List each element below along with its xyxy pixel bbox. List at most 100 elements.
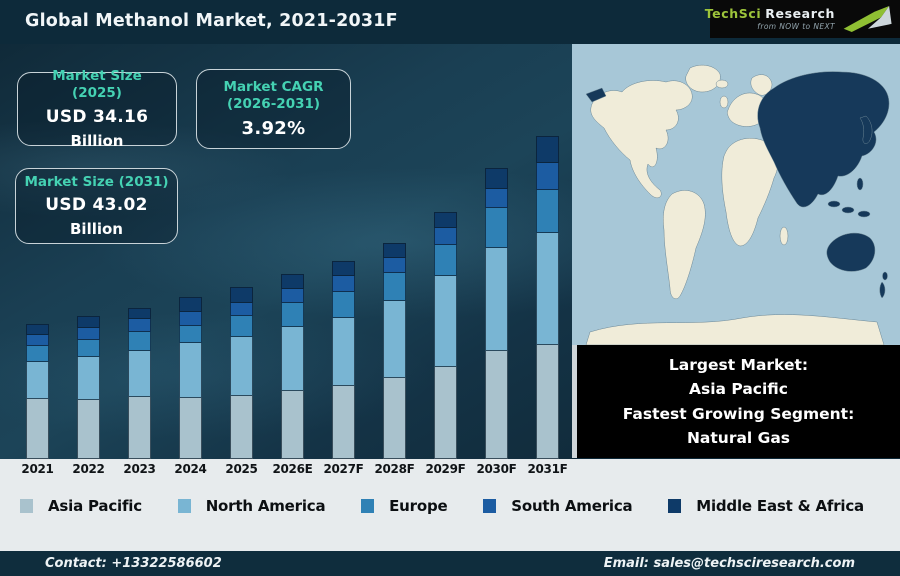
bar-segment-europe [128,332,151,351]
bar-segment-europe [179,326,202,343]
bar-segment-asia-pacific [26,399,49,459]
bar-segment-south-america [26,335,49,346]
logo-tagline: from NOW to NEXT [757,22,835,31]
bar-segment-north-america [26,362,49,399]
map-asia-highlighted [757,71,890,208]
bar-segment-europe [281,303,304,327]
bar-segment-south-america [332,276,355,292]
legend-item-europe: Europe [361,497,448,515]
bar-segment-south-america [536,163,559,190]
stat-card-market-cagr: Market CAGR (2026-2031) 3.92% [196,69,351,149]
legend-swatch-middle-east-africa [668,499,682,513]
axis-label-2027f: 2027F [323,462,364,476]
bar-segment-asia-pacific [332,386,355,459]
stat-label: Market CAGR (2026-2031) [223,79,324,112]
bar-segment-asia-pacific [485,351,508,459]
bar-segment-middle-east-africa [77,316,100,328]
map-new-guinea-highlighted [857,210,871,218]
bar-segment-north-america [179,343,202,398]
logo-brand-primary: TechSci [704,5,762,21]
bar-segment-europe [485,208,508,248]
bar-segment-south-america [230,303,253,316]
stat-unit: Billion [70,131,124,150]
map-indonesia-highlighted [841,206,855,214]
bar-segment-europe [26,346,49,362]
bar-column-2029f [420,212,471,459]
bar-segment-north-america [77,357,100,400]
bar-segment-europe [332,292,355,318]
axis-label-2029f: 2029F [425,462,466,476]
axis-label-2021: 2021 [21,462,54,476]
bar-segment-asia-pacific [128,397,151,459]
bar-segment-asia-pacific [281,391,304,459]
stacked-bar-2028f [383,243,406,459]
legend-item-middle-east-africa: Middle East & Africa [668,497,864,515]
bar-segment-middle-east-africa [434,212,457,228]
map-new-zealand-highlighted [879,281,886,299]
bar-segment-south-america [128,319,151,332]
bar-segment-middle-east-africa [230,287,253,303]
bar-segment-europe [536,190,559,233]
bar-segment-middle-east-africa [485,168,508,189]
bar-segment-south-america [77,328,100,340]
bar-segment-asia-pacific [536,345,559,459]
bar-segment-north-america [128,351,151,397]
map-uk [719,95,729,109]
footer-contact: Contact: +13322586602 [45,556,222,571]
bar-segment-north-america [434,276,457,367]
bar-segment-north-america [281,327,304,391]
map-north-america [590,80,693,199]
stacked-bar-2027f [332,261,355,459]
stat-card-market-size-2031: Market Size (2031) USD 43.02 Billion [15,168,178,244]
stacked-bar-2031f [536,136,559,459]
bar-segment-south-america [485,189,508,208]
stacked-bar-2024 [179,297,202,459]
stat-value: USD 34.16 [45,106,149,127]
bar-column-2021 [12,324,63,459]
map-greenland [685,64,721,93]
bar-column-2027f [318,261,369,459]
stat-value: 3.92% [241,117,306,139]
legend-item-north-america: North America [177,497,326,515]
world-map-svg [572,44,900,345]
footer-bar: Contact: +13322586602 Email: sales@techs… [0,551,900,576]
bar-column-2023 [114,308,165,459]
map-australia-highlighted [826,232,876,272]
axis-label-2031f: 2031F [527,462,568,476]
techsci-logo: TechSci Research from NOW to NEXT [705,0,900,38]
stat-unit: Billion [70,220,123,239]
chart-area: Market Size (2025) USD 34.16 Billion Mar… [0,44,572,459]
bar-segment-middle-east-africa [179,297,202,312]
highlight-box: Largest Market: Asia Pacific Fastest Gro… [572,345,900,458]
bar-segment-south-america [281,289,304,303]
bar-segment-europe [434,245,457,276]
stacked-bar-2025 [230,287,253,459]
bar-segment-asia-pacific [230,396,253,459]
axis-label-2022: 2022 [72,462,105,476]
bar-column-2028f [369,243,420,459]
map-indonesia-highlighted [827,200,841,208]
logo-brand-secondary: Research [765,5,835,21]
bar-segment-middle-east-africa [128,308,151,319]
map-landmasses [585,64,890,345]
map-chukotka-highlighted [585,87,607,103]
map-philippines-highlighted [856,177,864,191]
map-japan-highlighted [859,115,873,144]
highlight-line: Natural Gas [686,428,791,447]
legend-swatch-south-america [483,499,497,513]
bar-segment-middle-east-africa [383,243,406,258]
bar-segment-south-america [179,312,202,326]
axis-row: 2021 2022 2023 2024 2025 2026E 2027F 2028F 2029F… [12,462,573,476]
stacked-bar-2026e [281,274,304,459]
logo-arrow-icon [843,6,892,32]
bar-column-2031f [522,136,573,459]
page-title: Global Methanol Market, 2021-2031F [25,11,398,31]
bar-segment-south-america [434,228,457,245]
bar-segment-asia-pacific [179,398,202,459]
world-map [572,44,900,345]
highlight-line: Fastest Growing Segment: [622,404,855,423]
legend-label: Asia Pacific [48,497,142,515]
map-iceland [715,79,729,89]
bar-segment-middle-east-africa [281,274,304,289]
